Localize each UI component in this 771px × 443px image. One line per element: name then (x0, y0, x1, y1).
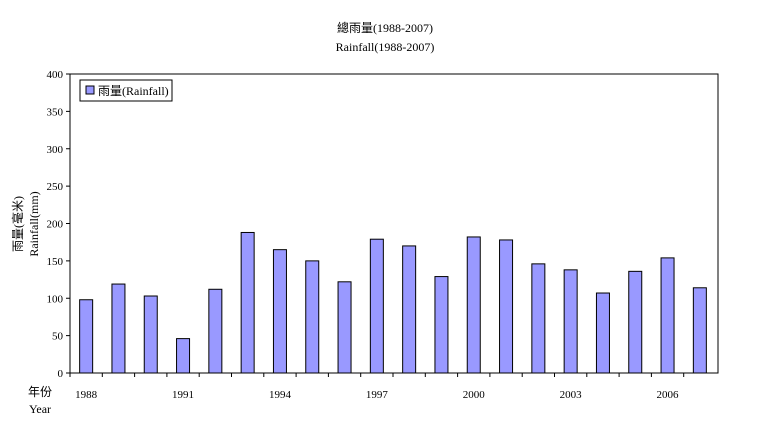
y-tick-label: 250 (47, 181, 64, 193)
bar-2007 (692, 287, 707, 374)
x-axis-label-en: Year (29, 402, 51, 416)
y-tick-label: 200 (47, 219, 64, 231)
y-axis-label-en: Rainfall(mm) (27, 191, 41, 256)
y-tick-label: 300 (47, 144, 64, 156)
x-tick-label: 2003 (560, 389, 583, 401)
y-tick-label: 50 (52, 331, 64, 343)
y-axis-ticks: 0 50 100 150 200 250 300 350 400 (47, 69, 70, 380)
bar-2000 (466, 236, 481, 374)
chart-title: 總雨量(1988-2007) (337, 20, 433, 35)
x-axis-label-zh: 年份 (28, 385, 52, 399)
y-tick-label: 100 (47, 293, 64, 305)
bar-1998 (402, 245, 417, 374)
y-tick-label: 350 (47, 106, 64, 118)
x-axis-ticks: 1988 1991 1994 1997 2000 2003 2006 (69, 373, 685, 401)
y-tick-label: 400 (47, 69, 64, 81)
x-tick-label: 2006 (657, 389, 680, 401)
bar-1990 (143, 295, 158, 374)
legend: 雨量(Rainfall) (79, 79, 173, 102)
bar-2005 (628, 270, 643, 374)
y-tick-label: 0 (58, 368, 64, 380)
chart-subtitle: Rainfall(1988-2007) (336, 40, 435, 54)
legend-box (79, 79, 173, 102)
bar-2001 (499, 239, 514, 374)
plot-area (69, 73, 719, 374)
bar-1994 (272, 249, 287, 374)
x-tick-label: 1991 (172, 389, 194, 401)
x-tick-label: 1988 (75, 389, 98, 401)
y-tick-label: 150 (47, 256, 64, 268)
bar-2006 (660, 257, 675, 374)
bar-2004 (595, 292, 610, 374)
bar-1996 (337, 281, 352, 374)
bar-1997 (369, 238, 384, 374)
bar-1991 (176, 338, 191, 374)
bar-1995 (305, 260, 320, 374)
x-tick-label: 1994 (269, 389, 292, 401)
x-tick-label: 2000 (463, 389, 486, 401)
bar-1988 (79, 299, 94, 374)
bar-1989 (111, 283, 126, 374)
legend-swatch (85, 85, 95, 95)
bar-1999 (434, 276, 449, 374)
x-tick-label: 1997 (366, 389, 389, 401)
legend-label: 雨量(Rainfall) (98, 84, 169, 98)
y-axis-label-zh: 雨量(毫米) (10, 196, 25, 252)
bar-series (79, 231, 707, 374)
bar-2002 (531, 263, 546, 374)
bar-1992 (208, 288, 223, 374)
bar-1993 (240, 231, 255, 374)
bar-2003 (563, 269, 578, 374)
